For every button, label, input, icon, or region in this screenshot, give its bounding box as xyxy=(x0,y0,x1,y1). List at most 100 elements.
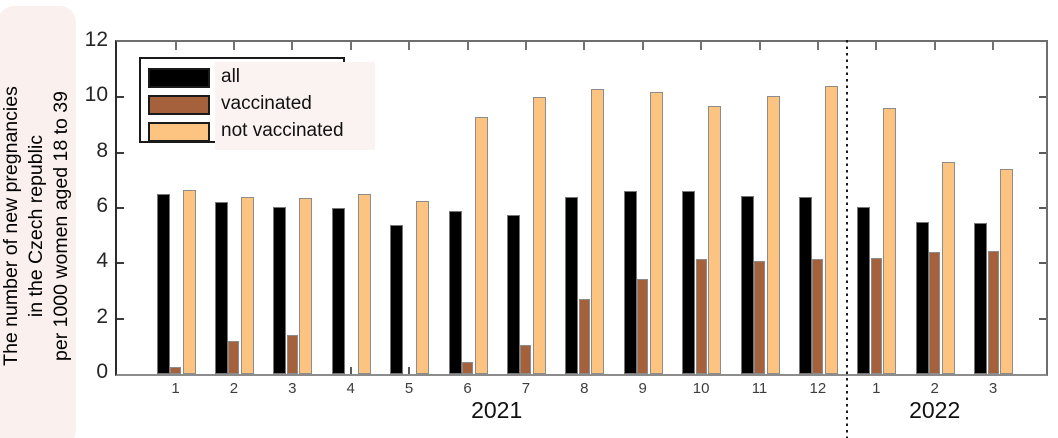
legend-swatch-not-vaccinated xyxy=(148,122,210,142)
x-axis-top-tick xyxy=(583,42,586,50)
bar-all-4 xyxy=(331,208,345,374)
month-label-2021-2: 2 xyxy=(229,380,239,397)
y-tick-label-2: 2 xyxy=(96,304,108,328)
bar-all-1 xyxy=(857,206,871,374)
bar-not-vaccinated-2 xyxy=(941,162,955,374)
legend-label-not-vaccinated: not vaccinated xyxy=(221,120,344,141)
legend-swatch-all xyxy=(148,68,210,88)
x-axis-top-tick xyxy=(992,42,995,50)
month-label-2022-2: 2 xyxy=(930,380,939,397)
x-axis-top-tick xyxy=(700,42,703,50)
x-axis-top-tick xyxy=(641,42,644,50)
month-label-2021-8: 8 xyxy=(580,380,589,397)
y-axis-right-tick xyxy=(1039,207,1046,209)
y-axis-right-tick xyxy=(1039,317,1046,320)
bar-all-5 xyxy=(390,224,404,374)
month-label-2021-6: 6 xyxy=(463,380,472,397)
month-label-2021-7: 7 xyxy=(521,380,531,397)
bar-vaccinated-1 xyxy=(170,367,181,374)
y-tick-label-12: 12 xyxy=(84,28,108,51)
bar-all-2 xyxy=(214,202,228,374)
bar-not-vaccinated-11 xyxy=(766,95,780,374)
y-tick-label-6: 6 xyxy=(96,194,108,217)
legend-item-all: all xyxy=(141,65,343,92)
y-tick-label-8: 8 xyxy=(96,138,108,162)
month-label-2021-10: 10 xyxy=(692,380,710,397)
y-axis-label-line-1: The number of new pregnancies xyxy=(0,86,22,366)
bar-not-vaccinated-8 xyxy=(591,89,605,374)
bar-vaccinated-12 xyxy=(812,259,824,374)
bar-not-vaccinated-4 xyxy=(357,194,371,374)
year-label-2022: 2022 xyxy=(909,397,961,423)
month-label-2021-3: 3 xyxy=(288,380,297,397)
bar-vaccinated-11 xyxy=(754,260,765,374)
month-label-2021-4: 4 xyxy=(346,380,355,397)
year-separator-dotted-line xyxy=(846,40,849,438)
bar-all-12 xyxy=(798,196,812,374)
y-axis-left-tick xyxy=(117,262,124,265)
bar-not-vaccinated-5 xyxy=(416,201,430,374)
month-label-2022-3: 3 xyxy=(988,380,998,397)
x-axis-top-tick xyxy=(408,42,411,50)
x-axis-top-tick xyxy=(758,42,761,50)
legend-swatch-vaccinated xyxy=(148,95,210,115)
legend-label-all: all xyxy=(221,66,241,87)
bar-not-vaccinated-7 xyxy=(532,97,546,374)
bar-vaccinated-1 xyxy=(870,257,882,374)
x-axis-top-tick xyxy=(933,42,936,50)
year-label-2021: 2021 xyxy=(471,397,523,423)
y-axis-left-tick xyxy=(117,317,124,320)
y-axis-right-tick xyxy=(1039,151,1046,154)
y-axis-left-tick xyxy=(117,151,124,154)
bar-vaccinated-10 xyxy=(695,259,707,374)
bar-vaccinated-2 xyxy=(929,252,941,374)
bar-all-2 xyxy=(915,221,929,374)
bar-not-vaccinated-9 xyxy=(649,91,663,374)
x-axis-top-tick xyxy=(816,42,819,50)
month-label-2021-1: 1 xyxy=(171,380,180,397)
legend-item-not-vaccinated: not vaccinated xyxy=(141,119,344,146)
legend-label-vaccinated: vaccinated xyxy=(221,93,312,114)
x-axis-top-tick xyxy=(875,42,878,50)
bar-all-3 xyxy=(273,206,287,374)
y-axis-left-tick xyxy=(117,96,124,99)
month-label-2021-11: 11 xyxy=(751,380,768,397)
bar-vaccinated-8 xyxy=(578,299,590,374)
x-axis-top-tick xyxy=(291,42,294,50)
bar-not-vaccinated-1 xyxy=(883,108,897,374)
month-label-2021-5: 5 xyxy=(404,380,414,397)
y-tick-label-0: 0 xyxy=(96,360,108,383)
legend: all vaccinated not vaccinated xyxy=(139,57,375,150)
y-tick-label-10: 10 xyxy=(84,83,108,107)
bar-not-vaccinated-3 xyxy=(299,198,313,374)
bar-all-11 xyxy=(740,195,754,374)
bar-not-vaccinated-10 xyxy=(708,105,722,374)
bar-vaccinated-7 xyxy=(520,344,532,374)
y-axis-right-tick xyxy=(1039,96,1046,99)
bar-all-3 xyxy=(974,223,988,374)
bar-not-vaccinated-12 xyxy=(824,86,838,374)
bar-all-9 xyxy=(623,191,637,374)
bar-all-10 xyxy=(682,191,696,374)
bar-all-6 xyxy=(448,210,462,374)
x-axis-top-tick xyxy=(349,42,352,50)
x-axis-top-tick xyxy=(232,42,235,50)
bar-not-vaccinated-2 xyxy=(240,196,254,374)
x-axis-bottom-tick xyxy=(349,367,352,374)
bar-all-7 xyxy=(506,214,520,374)
bar-not-vaccinated-3 xyxy=(1000,169,1014,374)
y-axis-label-line-2: in the Czech republic xyxy=(25,134,47,318)
x-axis-bottom-tick xyxy=(408,367,411,374)
bar-vaccinated-6 xyxy=(462,361,473,374)
x-axis-top-tick xyxy=(466,42,469,50)
bar-vaccinated-3 xyxy=(987,250,999,374)
y-tick-label-4: 4 xyxy=(96,249,108,273)
month-label-2021-9: 9 xyxy=(638,380,647,397)
x-axis-top-tick xyxy=(524,42,527,50)
month-label-2022-1: 1 xyxy=(872,380,881,397)
bar-vaccinated-3 xyxy=(286,335,298,374)
bar-vaccinated-2 xyxy=(228,340,240,374)
y-axis-right-tick xyxy=(1039,262,1046,265)
bar-not-vaccinated-1 xyxy=(182,190,196,374)
